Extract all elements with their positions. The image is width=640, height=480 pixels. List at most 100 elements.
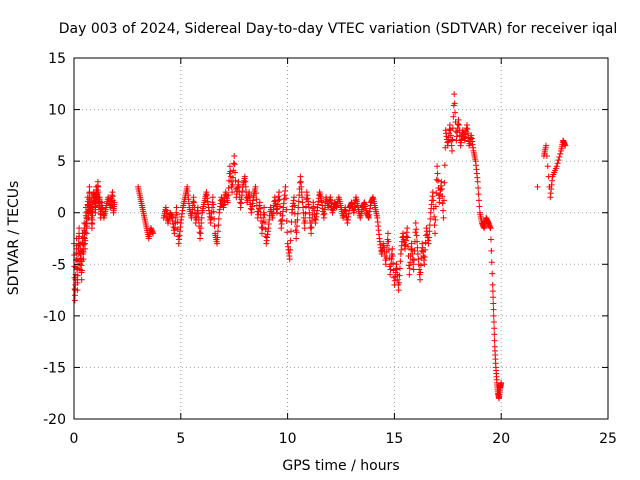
data-point [224, 199, 231, 206]
data-point [388, 256, 395, 263]
x-axis-label: GPS time / hours [282, 458, 399, 474]
data-point [408, 240, 415, 247]
data-point [417, 276, 424, 283]
data-point [434, 170, 441, 177]
data-point [195, 210, 202, 217]
x-tick-label: 20 [492, 431, 510, 447]
data-point [82, 229, 89, 236]
data-point [405, 243, 412, 250]
y-tick-label: -20 [43, 412, 66, 428]
data-point [196, 229, 203, 236]
data-point [293, 223, 300, 230]
data-point [76, 233, 83, 240]
data-point [543, 152, 550, 159]
data-point [299, 199, 306, 206]
data-point [261, 204, 268, 211]
data-point [74, 272, 81, 279]
data-point [253, 196, 260, 203]
data-point [490, 319, 497, 326]
data-point [207, 220, 214, 227]
data-point [173, 204, 180, 211]
data-point [411, 257, 418, 264]
data-point [410, 266, 417, 273]
data-point [490, 294, 497, 301]
data-point [438, 185, 445, 192]
data-point [300, 214, 307, 221]
data-point [84, 215, 91, 222]
data-point [256, 199, 263, 206]
data-point [74, 279, 81, 286]
data-point [78, 267, 85, 274]
data-point [83, 223, 90, 230]
data-point [225, 184, 232, 191]
data-point [427, 215, 434, 222]
data-point [295, 198, 302, 205]
data-point [288, 228, 295, 235]
data-point [409, 256, 416, 263]
data-point [557, 150, 564, 157]
data-point [487, 236, 494, 243]
data-point [393, 261, 400, 268]
data-point [431, 222, 438, 229]
data-point [293, 235, 300, 242]
data-point [441, 162, 448, 169]
data-point [421, 261, 428, 268]
data-point [283, 206, 290, 213]
data-point [299, 204, 306, 211]
grid-layer [74, 58, 608, 419]
data-point [287, 237, 294, 244]
data-point [409, 250, 416, 257]
data-point [405, 262, 412, 269]
data-point [434, 177, 441, 184]
data-point [236, 189, 243, 196]
data-point [257, 205, 264, 212]
data-point [414, 250, 421, 257]
data-point [390, 274, 397, 281]
data-point [210, 201, 217, 208]
data-point [282, 183, 289, 190]
data-point [417, 262, 424, 269]
data-marks [71, 91, 569, 402]
data-point [413, 226, 420, 233]
data-point [389, 245, 396, 252]
data-point [397, 258, 404, 265]
data-point [282, 195, 289, 202]
x-tick-label: 15 [385, 431, 403, 447]
data-point [227, 168, 234, 175]
data-point [72, 292, 79, 299]
data-point [259, 225, 266, 232]
data-point [83, 220, 90, 227]
data-point [488, 247, 495, 254]
data-point [211, 223, 218, 230]
data-point [231, 161, 238, 168]
data-point [385, 238, 392, 245]
axis-ticks: 0 5 10 15 20 25 -20 -15 -10 -5 0 5 10 15 [43, 51, 617, 447]
data-point [71, 297, 78, 304]
data-point [225, 192, 232, 199]
plot-frame [73, 57, 609, 420]
data-point [94, 178, 101, 185]
x-tick-label: 25 [599, 431, 617, 447]
data-point [214, 228, 221, 235]
data-point [208, 214, 215, 221]
data-point [261, 218, 268, 225]
data-point [307, 225, 314, 232]
data-point [489, 288, 496, 295]
data-point [287, 246, 294, 253]
data-point [432, 216, 439, 223]
data-point [491, 337, 498, 344]
data-point [406, 265, 413, 272]
data-point [475, 197, 482, 204]
data-point [191, 199, 198, 206]
data-point [384, 230, 391, 237]
data-point [150, 230, 157, 237]
data-point [214, 234, 221, 241]
y-tick-label: -10 [43, 309, 66, 325]
data-point [92, 209, 99, 216]
data-point [95, 183, 102, 190]
data-point [441, 179, 448, 186]
data-point [242, 183, 249, 190]
data-point [449, 136, 456, 143]
data-point [291, 194, 298, 201]
data-point [229, 189, 236, 196]
